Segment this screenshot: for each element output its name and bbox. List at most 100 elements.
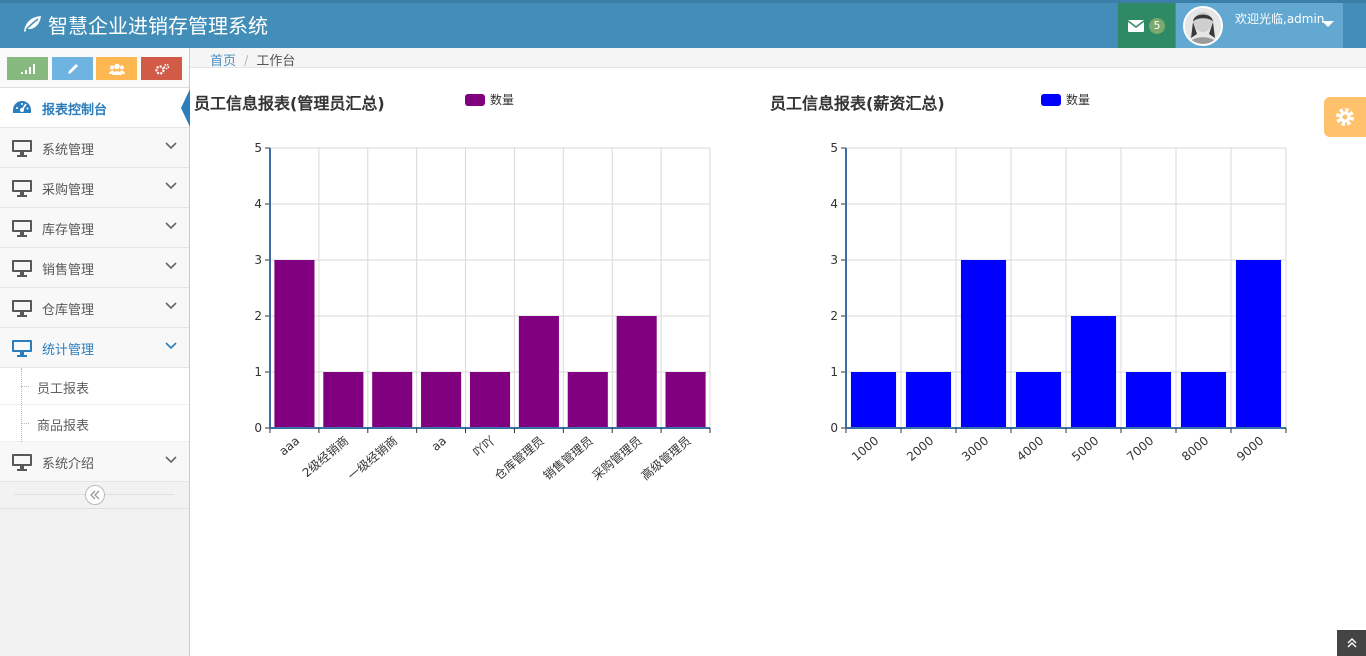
sidebar-item-warehouse[interactable]: 仓库管理: [0, 288, 189, 328]
sidebar-item-system[interactable]: 系统管理: [0, 128, 189, 168]
bar: [616, 316, 657, 428]
y-tick-label: 2: [254, 309, 262, 323]
sidebar-item-label: 库存管理: [42, 223, 95, 238]
chevron-down-icon: [165, 142, 177, 150]
shortcut-settings-button[interactable]: [141, 57, 182, 80]
chevron-down-icon: [165, 456, 177, 464]
desktop-icon: [12, 140, 32, 157]
chevron-down-icon: [165, 302, 177, 310]
x-tick-label: 8000: [1179, 434, 1211, 464]
tree-connector: [21, 386, 29, 387]
desktop-icon: [12, 220, 32, 237]
submenu-item-employee-report[interactable]: 员工报表: [0, 368, 189, 405]
bar: [905, 372, 952, 428]
envelope-icon: [1128, 19, 1144, 32]
y-tick-label: 2: [830, 309, 838, 323]
y-tick-label: 4: [830, 197, 838, 211]
double-chevron-up-icon: [1347, 638, 1356, 648]
shortcut-edit-button[interactable]: [52, 57, 93, 80]
y-tick-label: 3: [830, 253, 838, 267]
double-chevron-left-icon: [90, 490, 100, 500]
sidebar-item-sales[interactable]: 销售管理: [0, 248, 189, 288]
submenu-item-product-report[interactable]: 商品报表: [0, 405, 189, 442]
bar: [567, 372, 608, 428]
shortcut-users-button[interactable]: [96, 57, 137, 80]
chevron-down-icon: [165, 262, 177, 270]
bar: [518, 316, 559, 428]
shortcut-stats-button[interactable]: [7, 57, 48, 80]
sidebar-item-label: 统计管理: [42, 343, 95, 358]
sidebar-collapse-button[interactable]: [85, 485, 105, 505]
legend-label: 数量: [1066, 93, 1091, 107]
sidebar-item-label: 系统管理: [42, 143, 95, 158]
chevron-down-icon: [165, 342, 177, 350]
dashboard-icon: [13, 101, 31, 113]
x-tick-label: 4000: [1014, 434, 1046, 464]
desktop-icon: [12, 454, 32, 471]
settings-button[interactable]: [1324, 97, 1366, 137]
brand[interactable]: 智慧企业进销存管理系统: [22, 9, 268, 39]
users-icon: [108, 63, 125, 75]
sidebar-item-label: 仓库管理: [42, 303, 95, 318]
sidebar-item-label: 销售管理: [42, 263, 95, 278]
bar: [1125, 372, 1172, 428]
avatar: [1183, 6, 1223, 46]
y-tick-label: 4: [254, 197, 262, 211]
chart-legend[interactable]: 数量: [465, 91, 514, 108]
x-tick-label: 9000: [1234, 434, 1266, 464]
sidebar-item-label: 报表控制台: [42, 103, 108, 118]
legend-swatch: [465, 93, 485, 106]
submenu-item-label: 商品报表: [37, 419, 90, 434]
breadcrumb-bar: 首页 / 工作台: [190, 48, 1366, 69]
message-count-badge: 5: [1149, 17, 1165, 34]
cogs-icon: [154, 63, 169, 75]
sidebar: 报表控制台 系统管理 采购管理 库存管理 销售管理: [0, 48, 190, 656]
sidebar-item-about[interactable]: 系统介绍: [0, 442, 189, 482]
x-tick-label: 销售管理员: [540, 433, 596, 483]
sidebar-item-statistics[interactable]: 统计管理: [0, 328, 189, 368]
x-tick-label: 高级管理员: [638, 433, 694, 483]
bar: [960, 260, 1007, 428]
y-tick-label: 5: [830, 141, 838, 155]
legend-label: 数量: [490, 93, 515, 107]
y-tick-label: 3: [254, 253, 262, 267]
bar: [1180, 372, 1227, 428]
x-tick-label: 一级经销商: [345, 433, 401, 483]
bar: [469, 372, 511, 428]
tree-line: [21, 368, 22, 442]
x-tick-label: 2000: [904, 434, 936, 464]
top-navbar: 智慧企业进销存管理系统 5 欢迎光临,admin: [0, 0, 1366, 48]
sidebar-item-dashboard[interactable]: 报表控制台: [0, 88, 189, 128]
x-tick-label: 1000: [849, 434, 881, 464]
chart-plot: 0 1 2 3 4 5 1000 2000 3000 4000 5000 7000 8000 9000: [830, 141, 1287, 464]
caret-down-icon: [1322, 21, 1334, 27]
breadcrumb-home-link[interactable]: 首页: [210, 54, 237, 69]
desktop-icon: [12, 300, 32, 317]
breadcrumb-separator: /: [244, 54, 249, 69]
admin-summary-chart: 员工信息报表(管理员汇总) 数量 0 1 2 3 4 5 aaa 2级经销商 一级经销商 aa 吖吖…: [194, 82, 714, 502]
y-tick-label: 1: [254, 365, 262, 379]
bar: [274, 260, 315, 428]
sidebar-item-label: 系统介绍: [42, 457, 95, 472]
x-tick-label: 仓库管理员: [491, 433, 547, 483]
bar: [1070, 316, 1117, 428]
submenu-item-label: 员工报表: [37, 382, 90, 397]
sidebar-collapse-row: [0, 481, 189, 509]
bar: [421, 372, 462, 428]
x-tick-label: aaa: [276, 434, 302, 459]
scroll-to-top-button[interactable]: [1337, 630, 1366, 656]
bar: [850, 372, 897, 428]
sidebar-item-inventory[interactable]: 库存管理: [0, 208, 189, 248]
desktop-icon: [12, 180, 32, 197]
messages-button[interactable]: 5: [1118, 3, 1175, 48]
navbar-top-line: [0, 0, 1366, 3]
breadcrumb-current: 工作台: [256, 54, 296, 69]
gear-icon: [1336, 108, 1354, 126]
user-menu[interactable]: 欢迎光临,admin: [1176, 3, 1343, 48]
y-tick-label: 0: [830, 421, 838, 435]
chart-legend[interactable]: 数量: [1041, 91, 1090, 108]
y-tick-label: 0: [254, 421, 262, 435]
sidebar-item-purchase[interactable]: 采购管理: [0, 168, 189, 208]
y-tick-label: 5: [254, 141, 262, 155]
chart-title: 员工信息报表(管理员汇总): [194, 94, 385, 113]
